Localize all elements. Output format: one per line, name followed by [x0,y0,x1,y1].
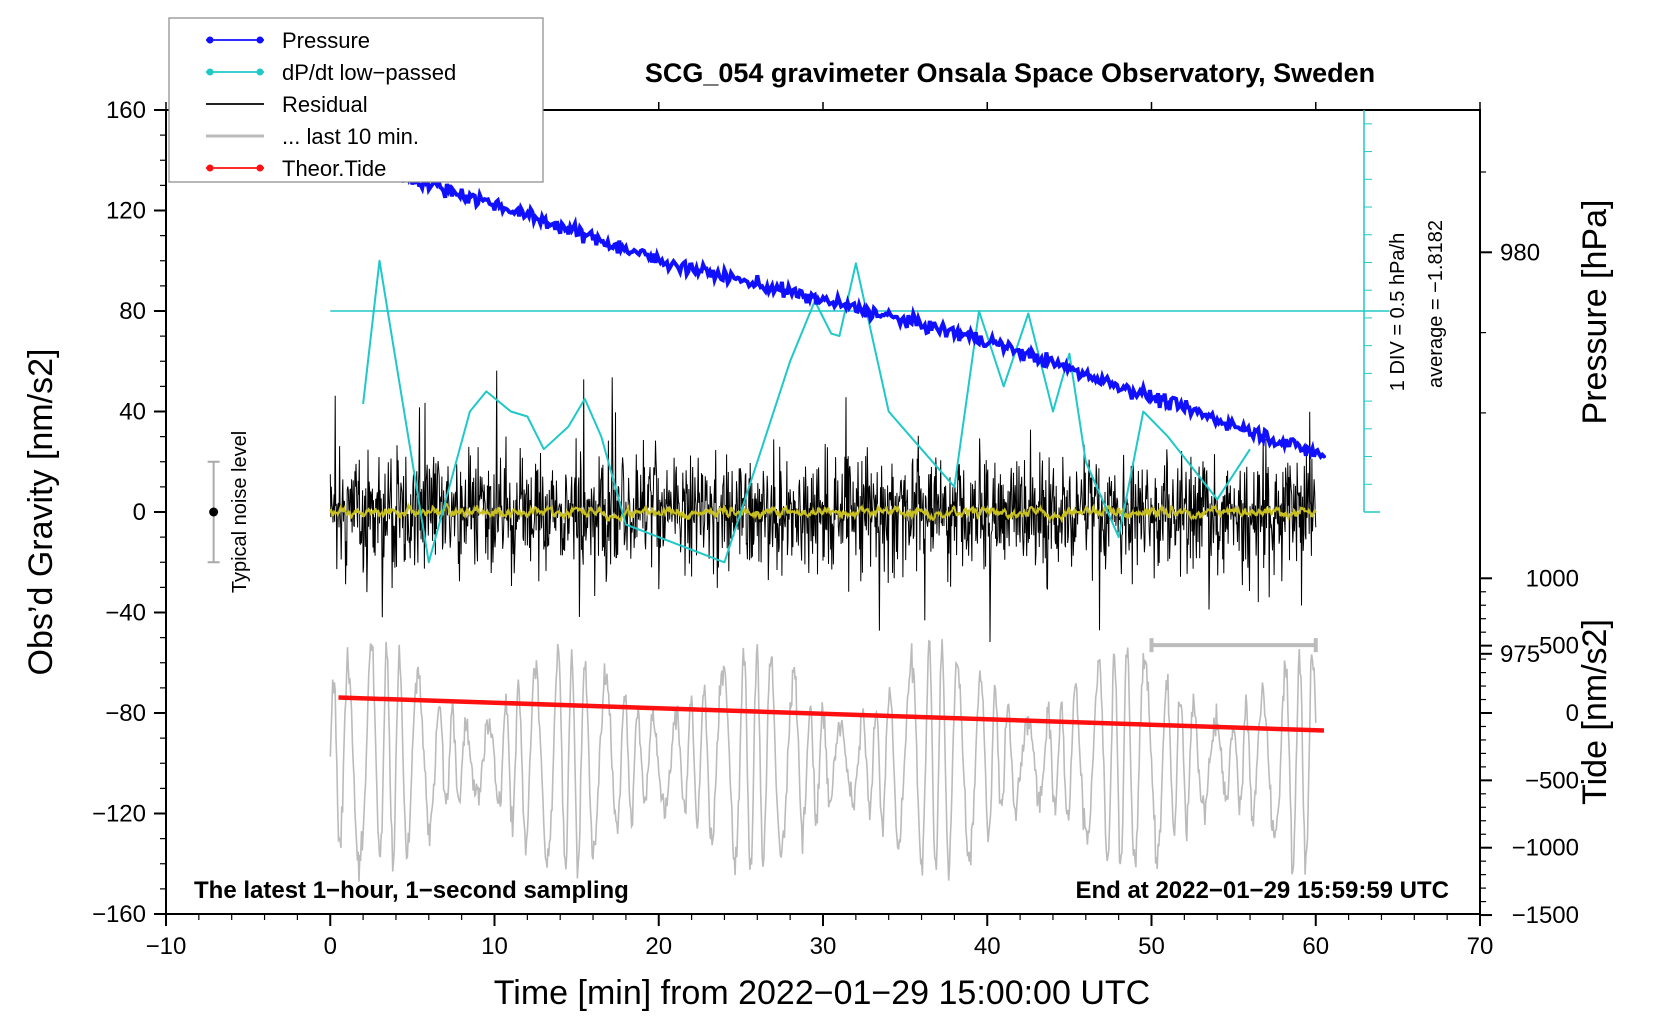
legend: Pressure dP/dt low−passed Residual ... last… [168,17,544,183]
tide-tick-label: 1000 [1526,565,1579,592]
x-tick-label: 0 [324,933,337,960]
y-tick-label: 80 [119,298,146,325]
theoretical-tide-line [338,695,1325,733]
plot-area [207,150,1390,882]
legend-marker [206,36,214,44]
y-axis-title-pressure: Pressure [hPa] [1576,200,1614,425]
legend-box [168,17,544,183]
legend-marker [206,164,214,172]
x-tick-label: 10 [481,933,508,960]
legend-marker [206,68,214,76]
y-tick-label: 40 [119,399,146,426]
dpdt-div-label: 1 DIV = 0.5 hPa/h [1387,233,1409,391]
y-axis-title-tide: Tide [nm/s2] [1576,619,1614,805]
y-tick-label: −160 [92,901,146,928]
x-tick-label: 50 [1138,933,1165,960]
bottom-left-note: The latest 1−hour, 1−second sampling [194,877,629,904]
smoothed-residual-line [329,501,1317,524]
y-tick-label: −80 [105,700,146,727]
dpdt-average-label: average = −1.8182 [1425,220,1447,388]
legend-label: Pressure [282,28,370,53]
x-tick-label: 40 [974,933,1001,960]
x-tick-label: −10 [146,933,187,960]
x-tick-label: 30 [810,933,837,960]
y-tick-label: −120 [92,801,146,828]
legend-marker [256,68,264,76]
tide-tick-label: 500 [1539,633,1579,660]
y-tick-label: 0 [133,499,146,526]
bottom-right-note: End at 2022−01−29 15:59:59 UTC [1075,877,1449,904]
x-axis-title: Time [min] from 2022−01−29 15:00:00 UTC [494,974,1150,1012]
y-tick-label: 160 [106,97,146,124]
tide-tick-label: −1500 [1512,902,1579,929]
tide-tick-label: 0 [1566,700,1579,727]
y-tick-label: 120 [106,198,146,225]
pressure-tick-label: 980 [1500,239,1540,266]
axes: −10 0 10 20 30 40 50 60 70 −160 −120 −80 −40 0 40 80 120… [92,97,1579,960]
pressure-line [336,150,1326,460]
dpdt-lowpassed-line [362,259,1251,564]
x-tick-label: 20 [645,933,672,960]
legend-label: Residual [282,92,368,117]
y-tick-label: −40 [105,600,146,627]
legend-label: ... last 10 min. [282,124,419,149]
residual-line [329,370,1317,643]
y-axis-title-left: Obs’d Gravity [nm/s2] [22,349,60,676]
tide-tick-label: −1000 [1512,835,1579,862]
x-tick-label: 60 [1302,933,1329,960]
tide-tick-label: −500 [1525,767,1579,794]
legend-marker [256,36,264,44]
noise-bar-point [209,507,219,517]
x-tick-label: 70 [1467,933,1494,960]
legend-label: Theor.Tide [282,156,386,181]
legend-marker [256,164,264,172]
legend-label: dP/dt low−passed [282,60,456,85]
pressure-tick-label: 975 [1500,641,1540,668]
chart-title: SCG_054 gravimeter Onsala Space Observat… [645,58,1375,88]
noise-level-label: Typical noise level [229,431,251,593]
